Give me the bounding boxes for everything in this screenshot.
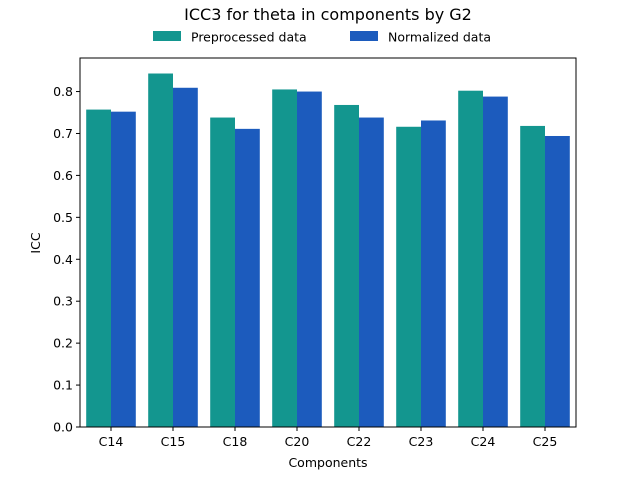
bar-c23-series-0 (396, 126, 421, 428)
y-tick-label: 0.1 (53, 378, 73, 393)
legend: Preprocessed data Normalized data (153, 30, 491, 45)
y-axis-ticks: 0.0 0.1 0.2 0.3 0.4 0.5 0.6 0.7 0.8 (53, 84, 80, 435)
x-axis-label: Components (288, 455, 367, 470)
bar-c25-series-0 (520, 125, 545, 428)
bars-group (86, 73, 570, 428)
y-tick-label: 0.3 (53, 294, 73, 309)
bar-c24-series-0 (458, 90, 483, 428)
bar-c14-series-1 (111, 111, 136, 428)
x-tick-label: C20 (285, 434, 310, 449)
plot-frame (79, 57, 577, 428)
x-tick-label: C18 (223, 434, 248, 449)
y-axis-label: ICC (28, 232, 43, 253)
x-tick-label: C15 (161, 434, 186, 449)
bar-c24-series-1 (483, 96, 508, 427)
bar-c20-series-1 (297, 91, 322, 428)
y-tick-label: 0.8 (53, 84, 73, 99)
y-tick-label: 0.2 (53, 336, 73, 351)
bar-c18-series-0 (210, 117, 235, 427)
bar-c18-series-1 (235, 128, 260, 428)
x-tick-label: C23 (409, 434, 434, 449)
x-axis-ticks: C14 C15 C18 C20 C22 C23 C24 C25 (99, 427, 558, 449)
x-tick-label: C14 (99, 434, 124, 449)
y-tick-label: 0.5 (53, 210, 73, 225)
bar-c25-series-1 (545, 135, 570, 428)
bar-c14-series-0 (86, 109, 111, 427)
x-tick-label: C24 (471, 434, 496, 449)
bar-c15-series-0 (148, 73, 173, 427)
y-tick-label: 0.6 (53, 168, 73, 183)
legend-swatch-preprocessed (153, 31, 181, 41)
chart-title: ICC3 for theta in components by G2 (184, 5, 472, 24)
y-tick-label: 0.0 (53, 420, 73, 435)
y-tick-label: 0.7 (53, 126, 73, 141)
x-tick-label: C22 (347, 434, 372, 449)
bar-c22-series-1 (359, 117, 384, 427)
bar-c20-series-0 (272, 89, 297, 427)
y-tick-label: 0.4 (53, 252, 73, 267)
bar-c15-series-1 (173, 87, 198, 428)
bar-c22-series-0 (334, 104, 359, 428)
x-tick-label: C25 (533, 434, 558, 449)
bar-c23-series-1 (421, 120, 446, 427)
legend-label-preprocessed: Preprocessed data (191, 30, 307, 45)
legend-swatch-normalized (350, 31, 378, 41)
legend-label-normalized: Normalized data (388, 30, 491, 45)
